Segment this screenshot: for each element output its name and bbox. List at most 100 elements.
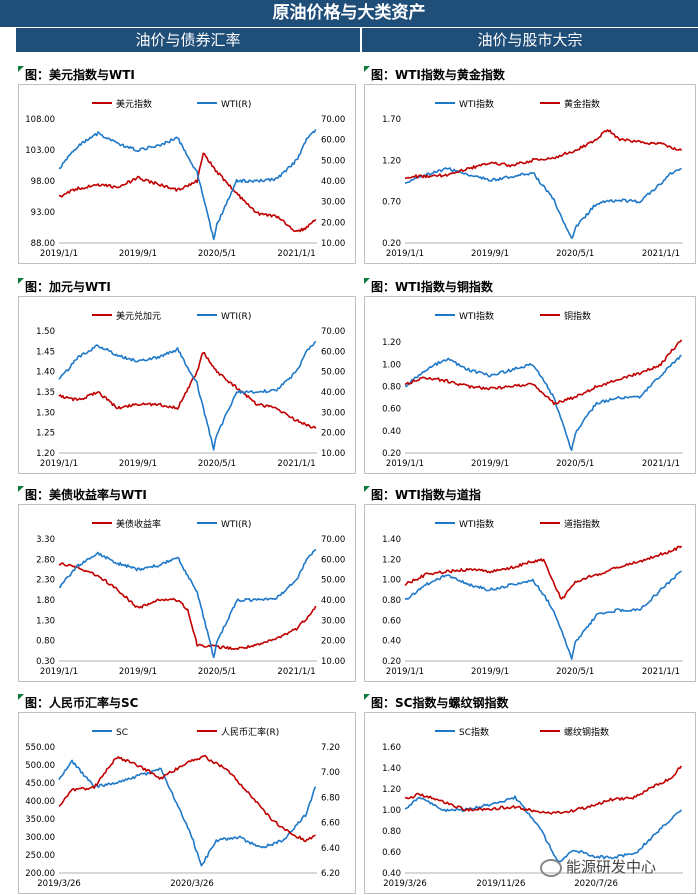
chart-7-y-left-tick: 400.00 [25,797,55,807]
chart-1-svg: 美元指数 WTI(R) 88.00 93.00 98.00 103.00 108.00 10.… [25,98,345,259]
chart-5-y-left-tick: 3.30 [36,535,55,545]
chart-2-series-2-line [404,129,683,180]
left-section-header: 油价与债券汇率 [16,28,360,52]
chart-5-panel: 美债收益率 WTI(R) 0.30 0.80 1.30 1.80 2.30 2.80 3.30 1… [18,504,356,682]
chart-3-y-right-tick: 60.00 [321,347,345,357]
chart-5-x-tick: 2019/1/1 [40,667,78,677]
chart-5-y-right-tick: 30.00 [321,616,345,626]
chart-8-x-tick: 2019/11/26 [476,879,525,889]
chart-6-y-left-tick: 1.20 [382,555,401,565]
chart-6-y-left-tick: 0.80 [382,596,401,606]
chart-7-series-2-line [58,754,316,843]
corner-mark-icon [18,66,24,72]
chart-7-y-left-tick: 250.00 [25,851,55,861]
chart-3-y-left-tick: 1.40 [36,368,55,378]
chart-5-legend-label-1: 美债收益率 [116,518,161,530]
chart-8-svg: SC指数 螺纹钢指数 0.40 0.60 0.80 1.00 1.20 1.40 1.60 201… [382,726,683,889]
chart-5-series-1-line [58,562,317,651]
chart-8-title: 图：SC指数与螺纹钢指数 [364,694,508,711]
chart-2-x-tick: 2019/1/1 [386,249,424,259]
chart-3-series-2-line [58,340,317,451]
chart-2-y-left-tick: 0.20 [382,239,401,249]
chart-3-legend-label-2: WTI(R) [221,312,251,322]
chart-3-x-tick: 2020/5/1 [198,459,236,469]
chart-2-y-left-tick: 1.20 [382,156,401,166]
chart-7-title: 图：人民币汇率与SC [18,694,138,711]
chart-7-x-tick: 2020/3/26 [170,879,214,889]
watermark-text: 能源研发中心 [566,858,657,876]
chart-1-y-right-tick: 70.00 [321,115,345,125]
chart-2-x-tick: 2020/5/1 [556,249,594,259]
chart-5-y-right-tick: 10.00 [321,657,345,667]
chart-8-y-left-tick: 1.40 [382,764,401,774]
chart-6-panel: WTI指数 道指指数 0.20 0.40 0.60 0.80 1.00 1.20 1.40 201… [364,504,696,682]
chart-5-x-tick: 2020/5/1 [198,667,236,677]
chart-3-x-tick: 2019/9/1 [119,459,157,469]
corner-mark-icon [364,66,370,72]
chart-3-legend-label-1: 美元兑加元 [116,310,161,322]
chart-2-x-tick: 2019/9/1 [471,249,509,259]
chart-1-legend-label-2: WTI(R) [221,100,251,110]
chart-5-title-text: 图：美债收益率与WTI [25,488,147,502]
chart-1-panel: 美元指数 WTI(R) 88.00 93.00 98.00 103.00 108.00 10.… [18,84,356,264]
chart-8-y-left-tick: 0.80 [382,827,401,837]
chart-5-x-tick: 2019/9/1 [119,667,157,677]
chart-5-y-right-tick: 60.00 [321,555,345,565]
chart-4-x-tick: 2020/5/1 [556,459,594,469]
chart-7-x-tick: 2019/3/26 [37,879,81,889]
chart-8-y-left-tick: 0.60 [382,848,401,858]
chart-3-y-right-tick: 70.00 [321,327,345,337]
chart-2-series-1-line [404,167,682,240]
chart-1-title-text: 图：美元指数与WTI [25,68,135,82]
chart-8-y-left-tick: 1.60 [382,743,401,753]
chart-3-y-left-tick: 1.35 [36,388,55,398]
chart-8-x-tick: 2020/7/26 [574,879,618,889]
chart-8-panel: SC指数 螺纹钢指数 0.40 0.60 0.80 1.00 1.20 1.40 1.60 201… [364,712,696,894]
chart-3-x-tick: 2021/1/1 [277,459,315,469]
chart-5-y-left-tick: 2.30 [36,576,55,586]
chart-8-y-left-tick: 1.20 [382,785,401,795]
chart-7-y-right-tick: 6.80 [321,793,340,803]
chart-7-y-right-tick: 6.60 [321,819,340,829]
chart-2-legend-label-1: WTI指数 [459,98,494,110]
chart-7-title-text: 图：人民币汇率与SC [25,696,139,710]
chart-5-y-right-tick: 40.00 [321,596,345,606]
wechat-icon [540,858,562,877]
chart-6-x-tick: 2019/1/1 [386,667,424,677]
chart-1-y-right-tick: 20.00 [321,218,345,228]
chart-6-y-left-tick: 1.00 [382,576,401,586]
chart-6-y-left-tick: 0.60 [382,616,401,626]
chart-8-y-left-tick: 1.00 [382,806,401,816]
chart-1-y-right-tick: 30.00 [321,198,345,208]
chart-4-title-text: 图：WTI指数与铜指数 [371,280,493,294]
corner-mark-icon [18,278,24,284]
right-section-header: 油价与股市大宗 [362,28,698,52]
chart-5-x-tick: 2021/1/1 [277,667,315,677]
chart-3-y-left-tick: 1.50 [36,327,55,337]
chart-8-y-left-tick: 0.40 [382,869,401,879]
chart-3-y-left-tick: 1.30 [36,408,55,418]
chart-6-legend-label-1: WTI指数 [459,518,494,530]
chart-6-series-1-line [404,570,682,660]
chart-6-legend-label-2: 道指指数 [564,518,600,530]
chart-2-panel: WTI指数 黄金指数 0.20 0.70 1.20 1.70 2019/1/1 2019/9/… [364,84,696,264]
chart-1-y-left-tick: 108.00 [25,115,55,125]
chart-5-y-right-tick: 20.00 [321,637,345,647]
chart-4-x-tick: 2021/1/1 [642,459,680,469]
chart-4-y-left-tick: 0.40 [382,427,401,437]
chart-6-title: 图：WTI指数与道指 [364,486,481,503]
chart-7-y-left-tick: 300.00 [25,833,55,843]
chart-8-x-tick: 2019/3/26 [383,879,427,889]
chart-1-y-left-tick: 93.00 [31,208,55,218]
chart-7-legend-label-2: 人民币汇率(R) [221,726,279,738]
chart-5-svg: 美债收益率 WTI(R) 0.30 0.80 1.30 1.80 2.30 2.80 3.30 1… [36,518,345,677]
chart-3-y-right-tick: 50.00 [321,368,345,378]
chart-8-legend-label-2: 螺纹钢指数 [564,726,609,738]
chart-5-y-right-tick: 50.00 [321,576,345,586]
chart-7-series-1-line [58,759,317,867]
chart-4-y-left-tick: 0.20 [382,449,401,459]
chart-1-y-left-tick: 103.00 [25,146,55,156]
chart-4-series-1-line [404,354,682,451]
corner-mark-icon [18,694,24,700]
chart-3-svg: 美元兑加元 WTI(R) 1.20 1.25 1.30 1.35 1.40 1.45 1.50 1… [36,310,345,469]
